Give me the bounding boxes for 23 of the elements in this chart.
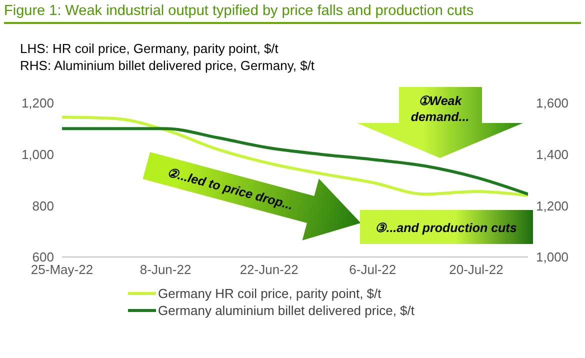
- legend-label: Germany HR coil price, parity point, $/t: [158, 285, 382, 302]
- down-arrow: ①Weak demand...: [357, 87, 523, 158]
- y-tick-label: 1,000: [21, 146, 54, 162]
- x-tick-label: 8-Jun-22: [140, 262, 192, 278]
- y-tick-label: 600: [32, 250, 54, 265]
- y-tick-label: 800: [32, 198, 54, 214]
- y2-tick-label: 1,200: [536, 198, 569, 214]
- annotation: ③...and production cuts: [375, 221, 517, 235]
- y-tick-label: 1,200: [21, 96, 54, 111]
- y2-tick-label: 1,000: [536, 250, 569, 265]
- annotation: ②...led to price drop...: [166, 165, 295, 213]
- y2-tick-label: 1,400: [536, 146, 569, 162]
- right-arrow: ②...led to price drop...: [142, 152, 361, 240]
- chart-subtitle: LHS: HR coil price, Germany, parity point, $/t RHS: Aluminium billet delivered price, Germany, $/t: [20, 40, 315, 74]
- legend-label: Germany aluminium billet delivered price, $/t: [158, 302, 414, 319]
- y2-tick-label: 1,600: [536, 96, 569, 111]
- x-tick-label: 25-May-22: [30, 262, 94, 278]
- x-tick-label: 22-Jun-22: [240, 262, 298, 278]
- x-tick-label: 6-Jul-22: [349, 262, 396, 278]
- banner: ③...and production cuts: [360, 210, 533, 244]
- annotation: ①Weak demand...: [410, 94, 470, 124]
- x-tick-label: 20-Jul-22: [449, 262, 504, 278]
- chart-title: Figure 1: Weak industrial output typified by price falls and production cuts: [4, 3, 581, 24]
